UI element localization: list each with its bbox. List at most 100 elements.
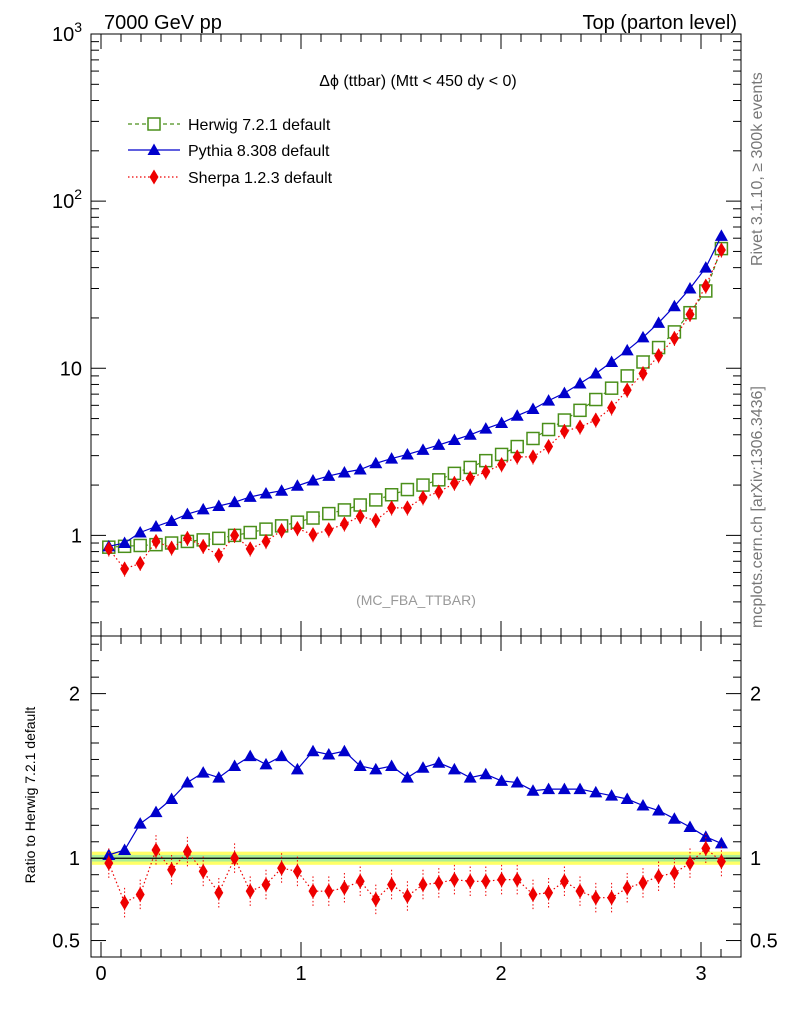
ratio-y-tick-label-left: 0.5 [52, 931, 80, 953]
sherpa-ratio-point [402, 888, 412, 904]
main-plot-area [102, 229, 729, 577]
pythia-ratio-point [714, 836, 728, 849]
herwig-point [620, 369, 634, 383]
herwig-point [416, 478, 430, 492]
x-tick-label: 1 [295, 963, 306, 985]
herwig-point [243, 525, 257, 540]
sherpa-ratio-point [324, 883, 334, 899]
sherpa-ratio-point [544, 885, 554, 901]
pythia-ratio-point [259, 757, 273, 770]
sherpa-ratio-point [277, 860, 287, 876]
sherpa-point [716, 242, 726, 258]
sherpa-point [638, 366, 648, 382]
pythia-point [510, 409, 524, 421]
sherpa-point [151, 533, 161, 549]
sherpa-ratio-point [167, 862, 177, 878]
sherpa-ratio-point [716, 854, 726, 870]
ratio-y-tick-label-right: 2 [750, 684, 761, 706]
x-tick-label: 0 [95, 963, 106, 985]
sherpa-ratio-point [387, 877, 397, 893]
pythia-ratio-point [133, 817, 147, 829]
pythia-point [495, 416, 509, 429]
herwig-point [384, 488, 399, 502]
pythia-point [652, 316, 666, 328]
pythia-ratio-point [165, 792, 179, 804]
pythia-line [108, 235, 722, 547]
main-y-ticks [91, 33, 741, 624]
sherpa-ratio-point [669, 865, 679, 881]
pythia-ratio-point [290, 762, 304, 775]
sherpa-point [261, 533, 271, 549]
sherpa-point [544, 439, 554, 455]
pythia-point [714, 229, 728, 241]
pythia-point [196, 502, 210, 515]
sherpa-ratio-point [245, 883, 255, 899]
main-panel: Δϕ (ttbar) (Mtt < 450 dy < 0) (MC_FBA_TT… [52, 19, 742, 637]
sherpa-point [481, 464, 491, 480]
pythia-point [353, 462, 367, 475]
pythia-ratio-point [353, 759, 367, 772]
pythia-ratio-point [306, 744, 320, 757]
sherpa-ratio-point [701, 840, 711, 856]
main-y-tick-labels: 1 10 102 103 [52, 19, 82, 547]
pythia-point [165, 514, 179, 526]
pythia-ratio-point [102, 848, 116, 860]
pythia-ratio-point [385, 759, 399, 772]
sherpa-point [355, 508, 365, 524]
herwig-point [432, 473, 446, 487]
pythia-point [557, 386, 571, 399]
sherpa-point [198, 538, 208, 554]
sherpa-point [622, 382, 632, 398]
sherpa-ratio-point [135, 886, 145, 902]
pythia-point [526, 402, 540, 415]
sherpa-ratio-point [481, 873, 491, 889]
pythia-ratio-point [605, 789, 619, 801]
pythia-point [683, 282, 697, 294]
ratio-frame [90, 635, 742, 958]
sherpa-point [497, 457, 507, 473]
sherpa-ratio-point [591, 890, 601, 906]
legend-item-sherpa: Sherpa 1.2.3 default [128, 169, 333, 187]
ratio-panel: 0.5 0.5 1 1 2 2 0 1 2 3 Ratio to Herwig 7.2.1 de… [22, 635, 778, 985]
sherpa-point [324, 522, 334, 538]
sherpa-point [669, 330, 679, 346]
x-tick-labels: 0 1 2 3 [95, 963, 706, 985]
pythia-ratio-point [636, 799, 650, 811]
pythia-point [133, 526, 147, 538]
sherpa-ratio-point [371, 891, 381, 907]
pythia-point [620, 343, 634, 356]
sherpa-point [449, 475, 459, 491]
sherpa-point [182, 530, 192, 546]
pythia-ratio-point [149, 805, 163, 818]
sherpa-ratio-point [434, 875, 444, 891]
mcplots-reference-label: mcplots.cern.ch [arXiv:1306.3436] [749, 386, 766, 628]
legend-sherpa-marker [149, 169, 159, 185]
sherpa-ratio-point [182, 844, 192, 860]
sherpa-ratio-point [355, 873, 365, 889]
pythia-point [636, 330, 650, 343]
sherpa-point [701, 278, 711, 294]
sherpa-ratio-point [622, 880, 632, 896]
sherpa-ratio-point [512, 872, 522, 888]
pythia-point [290, 479, 304, 491]
sherpa-ratio-point [449, 872, 459, 888]
pythia-ratio-point [542, 782, 556, 795]
sherpa-point [214, 547, 224, 563]
herwig-point [369, 493, 383, 507]
sherpa-ratio-point [497, 872, 507, 888]
ratio-y-ticks [91, 643, 741, 958]
pythia-ratio-point [196, 766, 210, 778]
pythia-ratio-point [180, 776, 194, 788]
sherpa-point [339, 516, 349, 532]
pythia-ratio-point [432, 756, 446, 768]
sherpa-point [654, 348, 664, 364]
pythia-point [259, 487, 273, 499]
sherpa-ratio-point [528, 886, 538, 902]
rivet-version-label: Rivet 3.1.10, ≥ 300k events [749, 72, 766, 266]
herwig-point [337, 503, 352, 517]
main-y-tick-label: 102 [52, 186, 82, 213]
sherpa-ratio-point [638, 875, 648, 891]
plot-title: Δϕ (ttbar) (Mtt < 450 dy < 0) [319, 73, 517, 90]
ratio-y-tick-label-left: 1 [69, 848, 80, 870]
pythia-point [463, 428, 477, 440]
